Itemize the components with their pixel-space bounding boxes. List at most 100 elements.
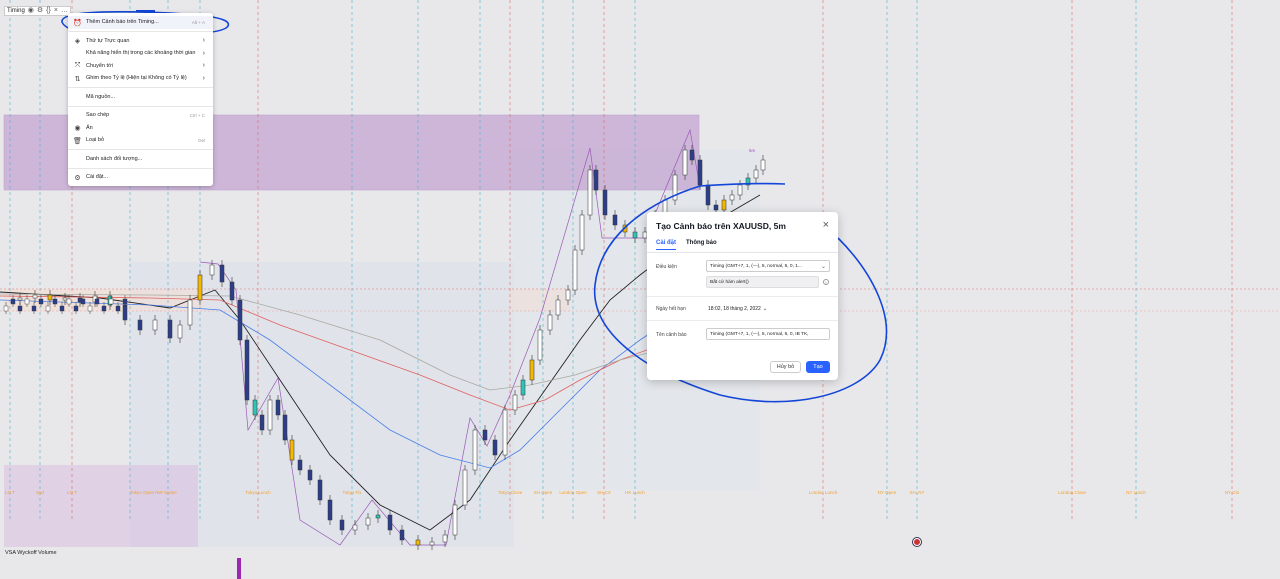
volume-indicator-label[interactable]: VSA Wyckoff Volume	[5, 550, 57, 556]
candle-body	[62, 297, 68, 301]
candle-body	[721, 199, 727, 211]
menu-item[interactable]: 🗑 Loại bỏ Del	[68, 134, 213, 147]
condition-select[interactable]: Timing (GMT+7, 1, (—), 5, normal, 6, 0, …	[706, 260, 830, 272]
menu-item[interactable]: ◉ Ẩn	[68, 122, 213, 135]
create-button[interactable]: Tạo	[806, 361, 830, 373]
alert-name-input[interactable]: Timing (GMT+7, 1, (—), 5, normal, 6, 0, …	[706, 328, 830, 340]
candle-body	[429, 541, 435, 546]
candle-body	[375, 514, 381, 519]
candle-body	[152, 319, 158, 331]
expiry-picker[interactable]: 18:02, 18 tháng 2, 2022 ⌄	[708, 306, 767, 312]
info-icon[interactable]: i	[823, 279, 829, 285]
close-icon[interactable]: ×	[53, 7, 58, 14]
divider	[647, 320, 838, 321]
candle-body	[307, 469, 313, 481]
eye-icon: ◉	[74, 125, 81, 132]
menu-item[interactable]: Sao chép Ctrl + C	[68, 109, 213, 122]
candle-body	[737, 184, 743, 196]
more-icon[interactable]: …	[60, 7, 68, 14]
tab-settings[interactable]: Cài đặt	[656, 240, 677, 250]
candle-body	[101, 305, 107, 312]
candle-body	[24, 298, 30, 305]
candle-body	[259, 414, 265, 431]
candle-body	[352, 524, 358, 531]
candle-body	[115, 305, 121, 312]
menu-shortcut: Alt + A	[191, 19, 205, 25]
menu-item[interactable]: Danh sách đối tượng...	[68, 153, 213, 166]
candle-body	[10, 298, 16, 305]
alert-name-label: Tên cảnh báo	[656, 332, 687, 338]
layers-icon: ◈	[74, 38, 81, 45]
dialog-tabs: Cài đặt Thông báo	[656, 240, 717, 250]
candle-body	[31, 305, 37, 312]
annotation-stroke	[699, 182, 786, 187]
candle-body	[520, 379, 526, 396]
chevron-right-icon: ›	[202, 74, 205, 82]
candle-body	[547, 314, 553, 331]
candle-body	[593, 169, 599, 191]
candle-body	[482, 429, 488, 441]
candle-body	[73, 305, 79, 312]
session-label: NY Clo	[1225, 490, 1240, 495]
candle-body	[32, 294, 38, 299]
menu-item[interactable]: ◈ Thứ tự Trực quan ›	[68, 35, 213, 48]
menu-separator	[68, 87, 213, 88]
candle-body	[267, 399, 273, 431]
cancel-button[interactable]: Hủy bỏ	[770, 361, 801, 373]
indicator-name: Timing	[7, 8, 25, 14]
braces-icon[interactable]: {}	[46, 7, 51, 14]
indicator-legend[interactable]: Timing ◉ ⚙ {} × …	[4, 6, 71, 16]
candle-body	[327, 499, 333, 521]
trigger-select[interactable]: Bất cứ hàm alert()	[706, 276, 819, 288]
eye-icon[interactable]: ◉	[27, 7, 34, 14]
dialog-title: Tạo Cảnh báo trên XAUUSD, 5m	[656, 221, 786, 231]
divider	[647, 296, 838, 297]
menu-separator	[68, 149, 213, 150]
candle-body	[17, 297, 23, 301]
context-menu: ⏰ Thêm Cảnh báo trên Timing... Alt + A ◈ Thứ…	[68, 13, 213, 186]
candle-body	[579, 214, 585, 251]
close-icon[interactable]: ×	[822, 219, 829, 231]
zigzag-line	[199, 128, 701, 546]
menu-item[interactable]: ⇅ Ghim theo Tỷ lệ (Hiện tại Không có Tỷ l…	[68, 72, 213, 85]
candle-body	[66, 298, 72, 305]
candle-body	[252, 399, 258, 416]
candle-body	[529, 359, 535, 381]
menu-item-label: Ghim theo Tỷ lệ (Hiện tại Không có Tỷ lệ…	[86, 75, 187, 82]
menu-item[interactable]: ⚙ Cài đặt...	[68, 171, 213, 184]
gear-icon: ⚙	[74, 174, 81, 182]
candle-body	[187, 299, 193, 326]
candle-body	[275, 399, 281, 416]
candle-body	[565, 289, 571, 301]
us-flag-icon[interactable]	[913, 538, 921, 546]
candle-body	[197, 274, 203, 301]
session-label: SH. NY	[909, 490, 924, 495]
candle-body	[682, 149, 688, 176]
candle-body	[452, 504, 458, 536]
menu-separator	[68, 31, 213, 32]
menu-item[interactable]: Khả năng hiển thị trong các khoảng thời …	[68, 47, 213, 60]
trash-icon: 🗑	[73, 137, 82, 145]
candle-body	[219, 264, 225, 283]
session-label: London Open	[559, 490, 587, 495]
condition-value: Timing (GMT+7, 1, (—), 5, normal, 6, 0, …	[710, 263, 802, 269]
candle-body	[47, 294, 53, 301]
candle-body	[729, 194, 735, 201]
tab-notifications[interactable]: Thông báo	[686, 240, 717, 246]
alarm-clock-icon: ⏰	[73, 19, 82, 27]
candle-body	[555, 299, 561, 316]
gear-icon[interactable]: ⚙	[36, 7, 44, 14]
candle-body	[94, 298, 100, 305]
menu-item[interactable]: Mã nguồn...	[68, 91, 213, 104]
menu-item[interactable]: ⤧ Chuyển tới ›	[68, 60, 213, 73]
candle-body	[3, 305, 9, 312]
menu-item[interactable]: ⏰ Thêm Cảnh báo trên Timing... Alt + A	[68, 16, 213, 29]
menu-item-label: Khả năng hiển thị trong các khoảng thời …	[86, 50, 196, 57]
candle-body	[177, 324, 183, 339]
candle-body	[760, 159, 766, 171]
session-label: London Close	[1058, 490, 1086, 495]
candle-body	[87, 305, 93, 312]
expiry-label: Ngày hết hạn	[656, 306, 686, 312]
